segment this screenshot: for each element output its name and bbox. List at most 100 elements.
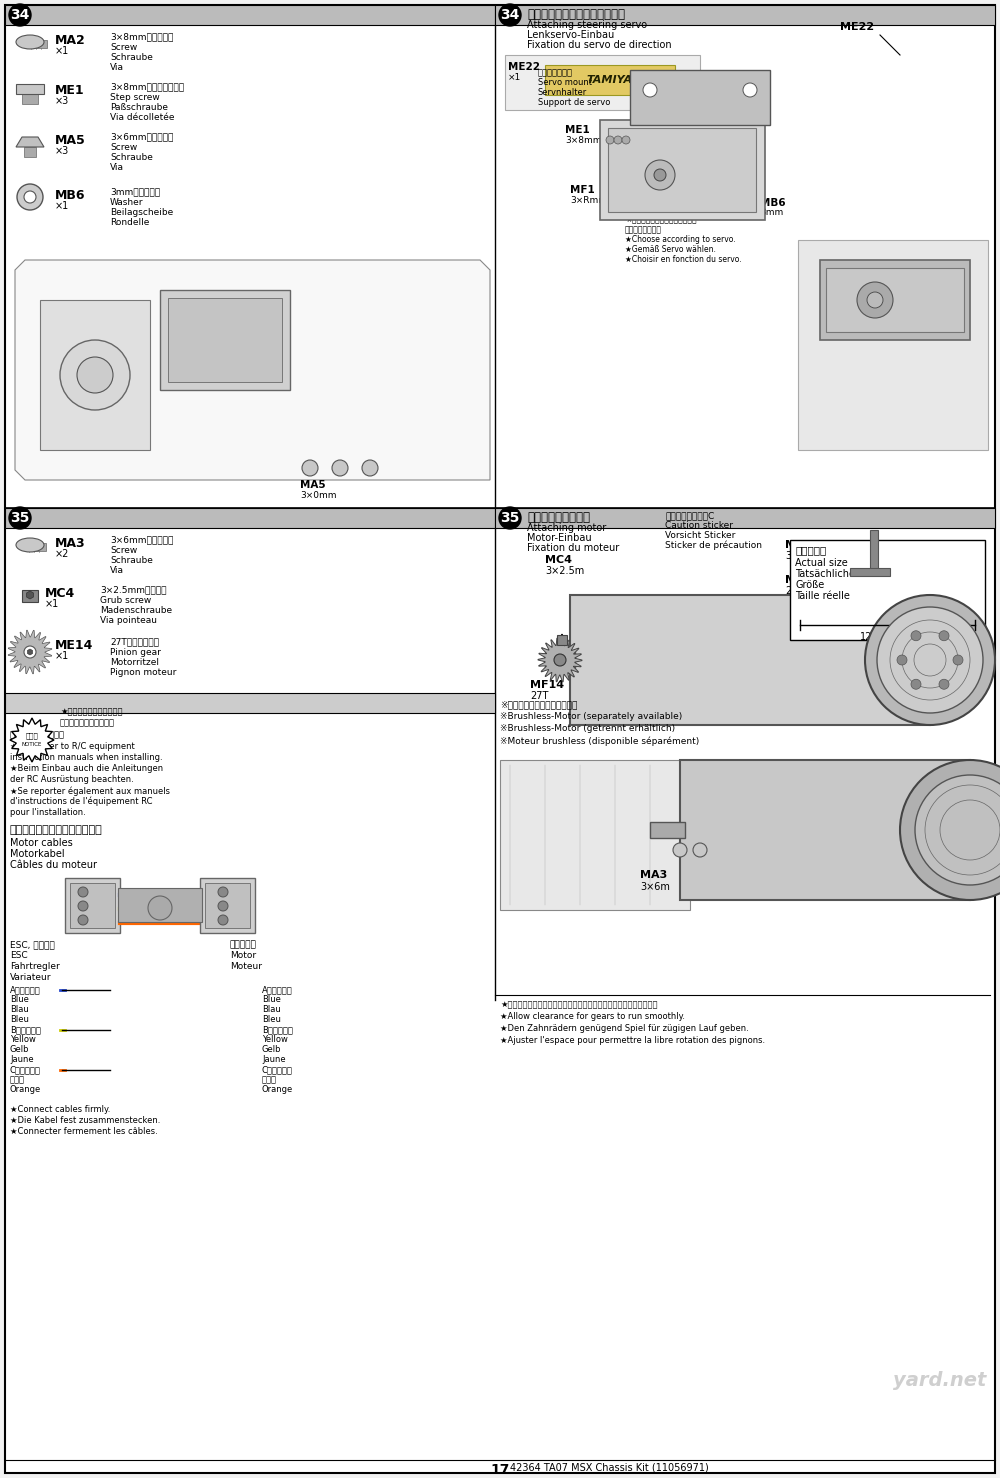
Circle shape: [17, 183, 43, 210]
Text: 3×8mm六角丸ビス: 3×8mm六角丸ビス: [110, 33, 173, 41]
Text: Screw: Screw: [110, 545, 137, 556]
Text: ★Den Zahnrädern genügend Spiel für zügigen Lauf geben.: ★Den Zahnrädern genügend Spiel für zügig…: [500, 1024, 749, 1033]
Text: 42364 TA07 MSX Chassis Kit (11056971): 42364 TA07 MSX Chassis Kit (11056971): [510, 1463, 709, 1474]
Text: Via: Via: [110, 566, 124, 575]
Text: 『原対図』: 『原対図』: [795, 545, 826, 556]
Text: ★Connecter fermement les câbles.: ★Connecter fermement les câbles.: [10, 1128, 158, 1137]
Bar: [600, 120, 765, 220]
Text: ESC: ESC: [10, 950, 28, 961]
Text: 3×2.5mmイモネジ: 3×2.5mmイモネジ: [100, 585, 166, 594]
Polygon shape: [27, 649, 33, 655]
Bar: [168, 299, 282, 381]
Text: Orange: Orange: [262, 1085, 293, 1094]
Text: Fahrtregler: Fahrtregler: [10, 962, 60, 971]
Bar: [545, 65, 675, 95]
Text: 12.8mm: 12.8mm: [860, 633, 900, 641]
Polygon shape: [15, 260, 490, 480]
Text: 27T: 27T: [785, 585, 803, 596]
Circle shape: [9, 507, 31, 529]
Bar: [160, 290, 290, 390]
Circle shape: [60, 340, 130, 409]
Text: Câbles du moteur: Câbles du moteur: [10, 860, 97, 871]
Text: 35: 35: [500, 511, 520, 525]
Text: 17: 17: [490, 1463, 510, 1477]
Text: ※Brushless-Motor (separately available): ※Brushless-Motor (separately available): [500, 712, 682, 721]
Circle shape: [897, 655, 907, 665]
Text: モーター側: モーター側: [230, 940, 257, 949]
Bar: [608, 129, 756, 211]
Circle shape: [606, 136, 614, 143]
Text: Pignon moteur: Pignon moteur: [110, 668, 176, 677]
Text: Via pointeau: Via pointeau: [100, 616, 157, 625]
Bar: [200, 878, 255, 933]
Bar: [25, 40, 47, 47]
Text: 注意！: 注意！: [26, 733, 38, 739]
Bar: [850, 568, 890, 576]
Text: ★Connect cables firmly.: ★Connect cables firmly.: [10, 1106, 110, 1114]
Text: Größe: Größe: [795, 579, 824, 590]
Circle shape: [362, 460, 378, 476]
Text: Gelb: Gelb: [262, 1045, 282, 1054]
Text: ※ブラシレスモーター（別売）: ※ブラシレスモーター（別売）: [500, 701, 577, 709]
Circle shape: [78, 887, 88, 897]
Text: Rondelle: Rondelle: [110, 217, 149, 228]
Text: Caution sticker: Caution sticker: [665, 522, 733, 531]
Text: Jaune: Jaune: [262, 1055, 286, 1064]
Text: 27T: 27T: [530, 692, 548, 701]
Text: Jaune: Jaune: [10, 1055, 34, 1064]
Text: Via: Via: [110, 163, 124, 171]
Circle shape: [614, 136, 622, 143]
Text: yard.net: yard.net: [893, 1370, 987, 1389]
Bar: [495, 4, 995, 25]
Polygon shape: [8, 630, 52, 674]
Text: d'instructions de l'équipement RC: d'instructions de l'équipement RC: [10, 797, 152, 807]
Bar: [22, 590, 38, 602]
Text: MC4: MC4: [45, 587, 75, 600]
Text: A：青コード: A：青コード: [262, 984, 293, 995]
Polygon shape: [16, 137, 44, 146]
Circle shape: [654, 168, 666, 180]
Text: Moteur: Moteur: [230, 962, 262, 971]
Circle shape: [622, 136, 630, 143]
Text: ステアリングサーボの取り付け: ステアリングサーボの取り付け: [527, 7, 625, 21]
Circle shape: [9, 4, 31, 27]
Text: Attaching motor: Attaching motor: [527, 523, 606, 534]
Text: 『モーターコードのつなぎ方』: 『モーターコードのつなぎ方』: [10, 825, 103, 835]
Text: 3×6m: 3×6m: [640, 882, 670, 893]
Bar: [70, 882, 115, 928]
Polygon shape: [27, 591, 33, 599]
Text: MC4: MC4: [785, 539, 812, 550]
Text: 続はメカに付属の説明書: 続はメカに付属の説明書: [60, 718, 115, 727]
Circle shape: [332, 460, 348, 476]
Text: 3×8mm六角段付きビス: 3×8mm六角段付きビス: [110, 81, 184, 92]
Circle shape: [877, 607, 983, 712]
Text: Lenkservo-Einbau: Lenkservo-Einbau: [527, 30, 614, 40]
Text: モーターの取り付け: モーターの取り付け: [527, 511, 590, 525]
Text: ★メカの各コネクターの接: ★メカの各コネクターの接: [60, 706, 122, 715]
Text: Servnhalter: Servnhalter: [538, 89, 587, 98]
Text: ME1: ME1: [55, 84, 85, 98]
Text: Gelb: Gelb: [10, 1045, 30, 1054]
Text: 27Tピニオンギヤ: 27Tピニオンギヤ: [110, 637, 159, 646]
Circle shape: [499, 4, 521, 27]
Circle shape: [218, 902, 228, 910]
Bar: [24, 146, 36, 157]
Text: ※Brushless-Motor (getrennt erhältlich): ※Brushless-Motor (getrennt erhältlich): [500, 724, 675, 733]
Text: ★Also refer to R/C equipment: ★Also refer to R/C equipment: [10, 742, 135, 751]
Circle shape: [865, 596, 995, 726]
Bar: [790, 539, 985, 640]
Text: Step screw: Step screw: [110, 93, 160, 102]
Text: Via: Via: [110, 64, 124, 72]
Text: MA5: MA5: [300, 480, 326, 491]
Text: ★Gemäß Servo wählen.: ★Gemäß Servo wählen.: [625, 245, 716, 254]
Bar: [557, 636, 567, 644]
Text: Bleu: Bleu: [10, 1015, 29, 1024]
Text: ME1: ME1: [565, 126, 590, 134]
Text: 3mmワッシャー: 3mmワッシャー: [110, 188, 160, 197]
Circle shape: [915, 774, 1000, 885]
Polygon shape: [10, 718, 54, 763]
Text: Blue: Blue: [262, 995, 281, 1004]
Text: B：黄コード: B：黄コード: [262, 1026, 293, 1035]
Polygon shape: [538, 638, 582, 681]
Text: ★Choisir en fonction du servo.: ★Choisir en fonction du servo.: [625, 256, 742, 265]
